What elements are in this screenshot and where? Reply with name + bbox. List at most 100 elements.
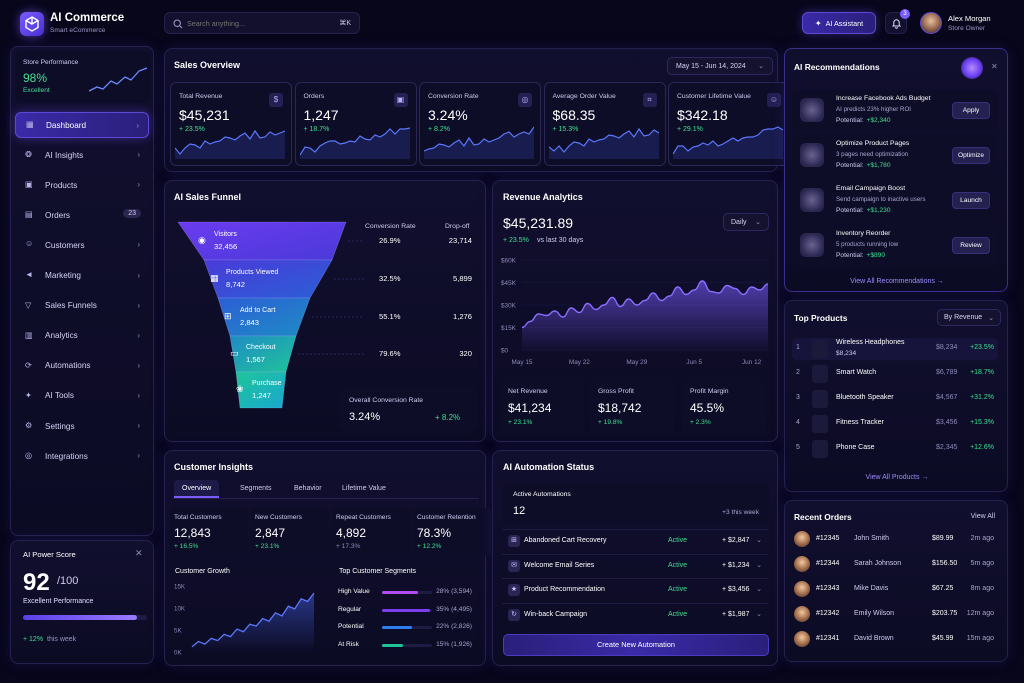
sidebar-item-automations[interactable]: ⟳ Automations › (15, 353, 149, 379)
kpi-card-orders[interactable]: Orders 1,247 + 18.7% ▣ (294, 82, 417, 166)
recommendation-item[interactable]: Optimize Product Pages 3 pages need optim… (792, 135, 998, 175)
recommendation-action-button[interactable]: Review (952, 237, 990, 254)
eye-icon: ◉ (198, 235, 206, 245)
x-tick-label: Jun 12 (742, 359, 762, 366)
recommendation-title: Inventory Reorder (836, 230, 891, 237)
top-product-row[interactable]: 5 Phone Case $2,345 +12.6% (792, 438, 998, 460)
order-customer: John Smith (854, 535, 890, 542)
recommendation-action-button[interactable]: Launch (952, 192, 990, 209)
sidebar-item-customers[interactable]: ☺ Customers › (15, 232, 149, 258)
segment-name: At Risk (338, 640, 359, 648)
brand-logo[interactable] (20, 12, 44, 36)
customer-avatar (794, 606, 810, 622)
product-name: Fitness Tracker (836, 419, 884, 426)
sidebar-item-settings[interactable]: ⚙ Settings › (15, 413, 149, 439)
automation-row[interactable]: ✉ Welcome Email Series Active + $1,234 ⌄ (502, 553, 768, 576)
top-products-filter[interactable]: By Revenue ⌄ (937, 309, 1001, 326)
top-product-row[interactable]: 3 Bluetooth Speaker $4,567 +31.2% (792, 388, 998, 410)
net-revenue-change: + 23.1% (508, 419, 533, 426)
power-score-max: /100 (57, 575, 79, 587)
automation-row[interactable]: ⊞ Abandoned Cart Recovery Active + $2,847 ⌄ (502, 529, 768, 551)
tab-segments[interactable]: Segments (240, 485, 272, 492)
sidebar-item-ai-insights[interactable]: ❂ AI Insights › (15, 142, 149, 168)
product-thumbnail (812, 340, 828, 358)
order-id: #12345 (816, 535, 840, 542)
date-range-select[interactable]: May 15 - Jun 14, 2024 ⌄ (667, 57, 773, 75)
sidebar-item-integrations[interactable]: ◎ Integrations › (15, 443, 149, 469)
chevron-right-icon: › (137, 240, 140, 250)
sidebar-item-label: Automations (45, 361, 91, 371)
sidebar-item-marketing[interactable]: ◄ Marketing › (15, 263, 149, 289)
tab-overview[interactable]: Overview (174, 480, 220, 498)
ai-assistant-button[interactable]: ✦ AI Assistant (802, 12, 876, 34)
order-row[interactable]: #12342 Emily Wilson $203.75 12m ago (792, 603, 998, 625)
sidebar-item-ai-tools[interactable]: ✦ AI Tools › (15, 383, 149, 409)
product-thumbnail (812, 440, 828, 458)
recommendation-item[interactable]: Email Campaign Boost Send campaign to ina… (792, 180, 998, 220)
power-score-title: AI Power Score (23, 550, 76, 559)
sidebar-item-label: Dashboard (46, 120, 87, 130)
search-bar[interactable]: ⌘K (164, 12, 360, 34)
close-icon[interactable]: ✕ (135, 548, 143, 558)
segment-bar-fill (382, 626, 412, 629)
kpi-card-total-revenue[interactable]: Total Revenue $45,231 + 23.5% $ (170, 82, 292, 166)
gross-profit-label: Gross Profit (598, 388, 634, 395)
sidebar-item-orders[interactable]: ▤ Orders 23 (15, 202, 149, 228)
recommendation-action-button[interactable]: Apply (952, 102, 990, 119)
segment-row: Potential 22% (2,826) (338, 620, 476, 634)
chevron-down-icon[interactable]: ⌄ (756, 537, 762, 544)
sidebar-item-dashboard[interactable]: ▦ Dashboard › (15, 112, 149, 138)
recent-orders-view-all[interactable]: View All (970, 513, 995, 520)
product-thumbnail (812, 390, 828, 408)
product-rank: 5 (796, 444, 800, 451)
automation-row[interactable]: ★ Product Recommendation Active + $3,456 ⌄ (502, 578, 768, 600)
order-row[interactable]: #12341 David Brown $45.99 15m ago (792, 628, 998, 650)
kpi-card-average-order-value[interactable]: Average Order Value $68.35 + 15.3% ⌗ (543, 82, 666, 166)
user-avatar[interactable] (920, 12, 942, 34)
sidebar-item-products[interactable]: ▣ Products › (15, 172, 149, 198)
gross-profit-value: $18,742 (598, 401, 642, 415)
automation-name: Win-back Campaign (524, 610, 588, 618)
user-name[interactable]: Alex Morgan (948, 14, 991, 23)
chevron-right-icon: › (137, 421, 140, 430)
top-product-row[interactable]: 2 Smart Watch $6,789 +18.7% (792, 363, 998, 385)
chevron-down-icon[interactable]: ⌄ (756, 561, 762, 569)
recommendation-item[interactable]: Inventory Reorder 5 products running low P… (792, 225, 998, 265)
view-all-recommendations-link[interactable]: View All Recommendations → (850, 278, 944, 285)
tab-lifetime-value[interactable]: Lifetime Value (342, 485, 386, 492)
search-input[interactable] (187, 17, 327, 30)
view-all-products-link[interactable]: View All Products → (865, 474, 929, 481)
customer-stat-value: 78.3% (417, 526, 452, 540)
kpi-card-customer-lifetime-value[interactable]: Customer Lifetime Value $342.18 + 29.1% ☺ (668, 82, 790, 166)
recommendation-action-button[interactable]: Optimize (952, 147, 990, 164)
automation-status: Active (668, 586, 688, 593)
top-product-row[interactable]: 1 Wireless Headphones $8,234 $8,234 +23.5% (792, 338, 998, 360)
create-automation-button[interactable]: Create New Automation (503, 634, 769, 656)
kpi-sparkline (299, 127, 410, 159)
top-product-row[interactable]: 4 Fitness Tracker $3,456 +15.3% (792, 413, 998, 435)
order-row[interactable]: #12345 John Smith $89.99 2m ago (792, 528, 998, 550)
top-products-card: Top Products By Revenue ⌄ View All Produ… (784, 300, 1008, 492)
store-performance-label: Store Performance (23, 59, 79, 66)
chevron-down-icon[interactable]: ⌄ (756, 586, 762, 593)
tab-behavior[interactable]: Behavior (294, 485, 322, 492)
sidebar-item-sales-funnels[interactable]: ▽ Sales Funnels › (15, 293, 149, 319)
profit-margin-card: Profit Margin 45.5% + 2.3% (682, 378, 766, 434)
kpi-label: Orders (303, 93, 325, 100)
notification-button[interactable]: 3 (885, 9, 910, 34)
order-id: #12343 (816, 585, 840, 592)
order-row[interactable]: #12344 Sarah Johnson $156.50 5m ago (792, 553, 998, 575)
close-icon[interactable]: ✕ (991, 62, 998, 71)
order-row[interactable]: #12343 Mike Davis $67.25 8m ago (792, 578, 998, 600)
kpi-card-conversion-rate[interactable]: Conversion Rate 3.24% + 8.2% ◎ (419, 82, 541, 166)
chevron-down-icon[interactable]: ⌄ (756, 610, 762, 618)
product-sales: $6,789 (936, 369, 958, 376)
sidebar-item-label: Marketing (45, 271, 81, 280)
profit-margin-label: Profit Margin (690, 388, 729, 395)
order-id: #12341 (816, 635, 840, 642)
sidebar-item-analytics[interactable]: ▥ Analytics › (15, 323, 149, 349)
automation-row[interactable]: ↻ Win-back Campaign Active + $1,987 ⌄ (502, 602, 768, 625)
period-select[interactable]: Daily ⌄ (723, 213, 769, 231)
recommendation-item[interactable]: Increase Facebook Ads Budget AI predicts … (792, 90, 998, 130)
target-icon: ◎ (518, 93, 532, 107)
